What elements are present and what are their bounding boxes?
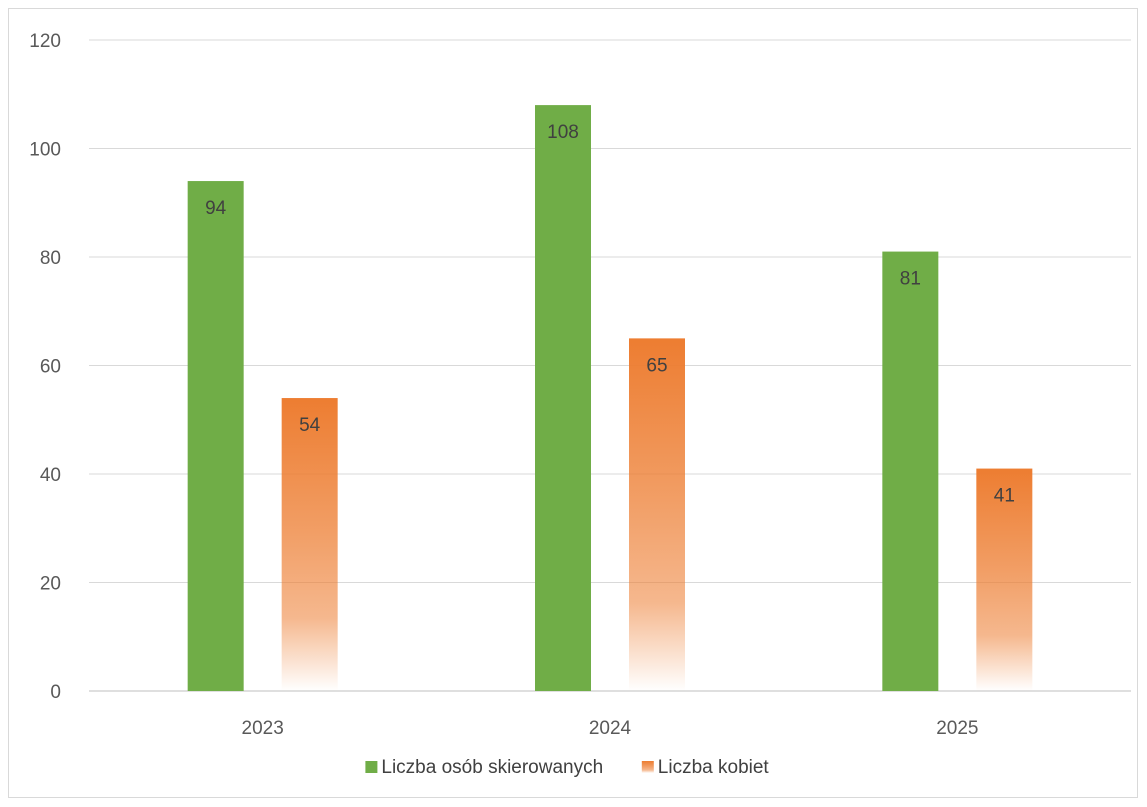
data-label: 108	[547, 122, 579, 143]
bar-kobiet-2025	[976, 468, 1033, 691]
y-tick-label: 40	[40, 465, 61, 486]
y-tick-label: 0	[50, 682, 61, 703]
bar-skierowanych-2024	[535, 105, 591, 692]
legend: Liczba osób skierowanych Liczba kobiet	[365, 757, 769, 778]
bar-skierowanych-2023	[187, 181, 244, 692]
x-tick-label: 2024	[589, 718, 632, 739]
bars	[187, 105, 1033, 692]
legend-label: Liczba kobiet	[658, 757, 770, 778]
y-tick-label: 20	[40, 574, 61, 595]
data-label: 94	[205, 198, 227, 219]
data-labels: 94 54 108 65 81 41	[205, 122, 1015, 506]
x-tick-label: 2023	[242, 718, 284, 739]
data-label: 65	[646, 355, 667, 376]
x-axis-ticks: 2023 2024 2025	[242, 718, 979, 739]
legend-swatch-kobiet	[641, 761, 654, 773]
bar-kobiet-2023	[281, 398, 338, 691]
x-tick-label: 2025	[936, 718, 978, 739]
y-tick-label: 100	[29, 140, 61, 161]
bar-kobiet-2024	[629, 338, 685, 691]
gridlines	[89, 39, 1131, 692]
y-tick-label: 80	[40, 248, 61, 269]
y-tick-label: 60	[40, 357, 61, 378]
data-label: 41	[994, 486, 1015, 507]
chart-frame: 0 20 40 60 80 100 120 94 54 108 65 81 41 2023 2024 20…	[8, 8, 1138, 798]
legend-label: Liczba osób skierowanych	[381, 757, 603, 778]
data-label: 54	[299, 415, 321, 436]
y-tick-label: 120	[29, 31, 61, 52]
bar-skierowanych-2025	[882, 251, 939, 691]
y-axis-ticks: 0 20 40 60 80 100 120	[29, 31, 61, 703]
legend-swatch-skierowanych	[365, 761, 378, 773]
data-label: 81	[900, 269, 921, 290]
